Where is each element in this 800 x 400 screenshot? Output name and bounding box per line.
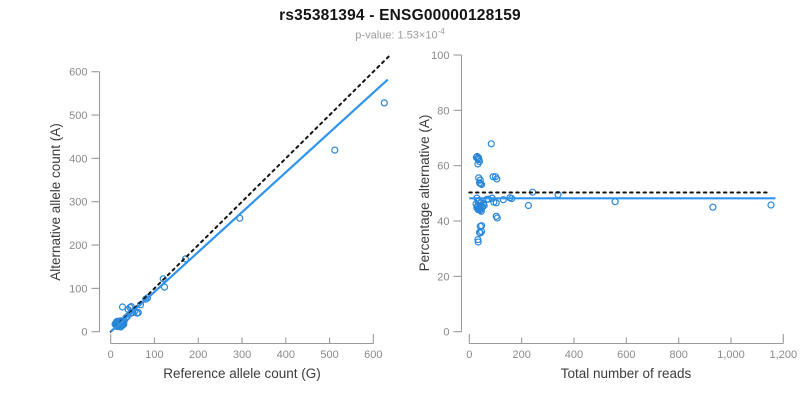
data-point	[478, 180, 486, 189]
data-point	[709, 203, 717, 211]
data-point	[767, 201, 775, 209]
right-x-axis-title: Total number of reads	[561, 366, 692, 381]
x-tick-label: 100	[145, 349, 163, 361]
data-point	[493, 214, 501, 222]
x-tick-label: 200	[512, 349, 530, 361]
y-tick-label: 40	[437, 216, 449, 228]
x-tick-label: 200	[189, 349, 207, 361]
data-point	[479, 203, 487, 211]
y-tick-label: 0	[443, 327, 449, 339]
left-y-axis-title: Alternative allele count (A)	[48, 123, 63, 281]
y-tick-label: 300	[69, 197, 87, 209]
right-scatter-plot: 0 20 40 60 80 100 0 200 400 600 800 1,000 1,200	[431, 50, 797, 361]
data-point	[331, 146, 339, 154]
x-tick-label: 600	[364, 349, 382, 361]
x-tick-label: 1,200	[770, 349, 798, 361]
y-tick-label: 100	[431, 50, 449, 62]
x-tick-label: 500	[320, 349, 338, 361]
x-tick-label: 300	[233, 349, 251, 361]
y-tick-label: 200	[69, 240, 87, 252]
data-point	[475, 157, 484, 166]
data-point	[474, 236, 482, 244]
data-point	[489, 173, 497, 181]
data-point	[118, 303, 127, 311]
y-tick-label: 80	[437, 105, 449, 117]
left-scatter-plot: 0 100 200 300 400 500 600 0 100 200 300 400 500 600	[69, 53, 392, 361]
data-point	[477, 207, 485, 215]
data-point	[380, 99, 388, 107]
data-point	[123, 312, 131, 321]
data-point	[478, 222, 486, 230]
x-tick-label: 400	[565, 349, 583, 361]
x-tick-label: 400	[277, 349, 295, 361]
data-point	[122, 314, 130, 322]
x-tick-label: 0	[466, 349, 472, 361]
data-point	[499, 196, 507, 204]
data-point	[480, 201, 488, 210]
y-tick-label: 0	[81, 327, 87, 339]
right-y-axis-title: Percentage alternative (A)	[417, 115, 432, 272]
pvalue-text: p-value: 1.53×10	[355, 29, 438, 42]
x-tick-label: 600	[617, 349, 635, 361]
data-point	[524, 201, 533, 210]
y-tick-label: 400	[69, 153, 87, 165]
y-tick-label: 60	[437, 161, 449, 173]
data-point	[474, 238, 482, 246]
data-point	[159, 275, 167, 283]
y-tick-label: 500	[69, 110, 87, 122]
data-point	[611, 198, 619, 206]
y-tick-label: 20	[437, 271, 449, 283]
data-point	[493, 175, 501, 183]
left-x-axis-title: Reference allele count (G)	[163, 366, 321, 381]
x-tick-label: 1,000	[717, 349, 745, 361]
identity-line	[109, 53, 392, 333]
data-point	[181, 255, 190, 263]
x-tick-label: 0	[108, 349, 114, 361]
x-tick-label: 800	[669, 349, 687, 361]
y-tick-label: 600	[69, 67, 87, 79]
data-point	[476, 176, 484, 184]
data-point	[487, 140, 495, 148]
y-tick-label: 100	[69, 283, 87, 295]
pvalue-exponent: -4	[437, 27, 445, 36]
plot-title: rs35381394 - ENSG00000128159	[279, 7, 521, 24]
regression-line	[109, 78, 389, 333]
plot-subtitle: p-value: 1.53×10-4	[0, 27, 800, 42]
